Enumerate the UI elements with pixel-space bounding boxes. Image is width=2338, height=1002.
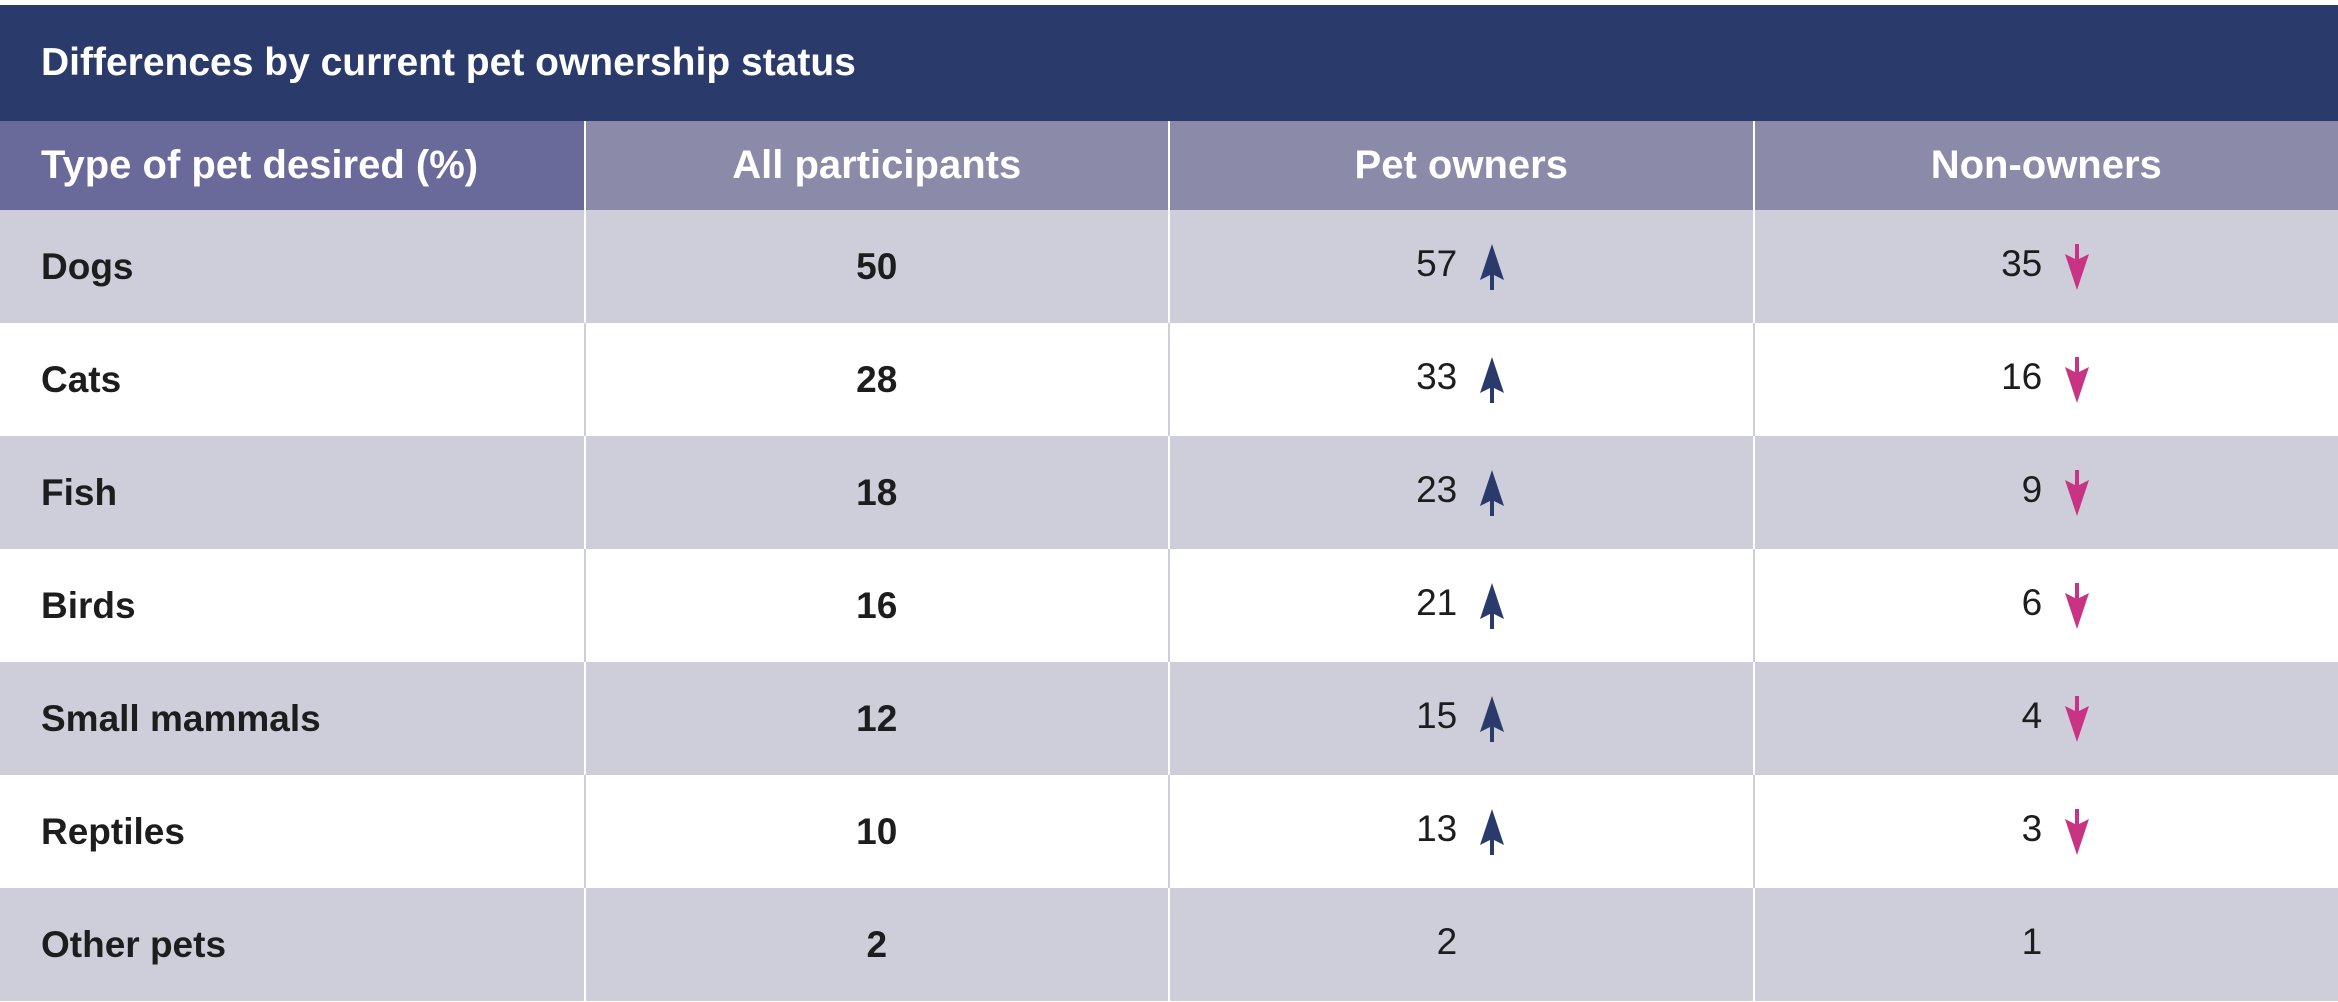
all-participants-cell: 18 xyxy=(584,436,1170,549)
pet-type-cell: Birds xyxy=(0,549,586,662)
arrow-down-icon xyxy=(2060,581,2094,631)
arrow-up-icon xyxy=(1475,807,1509,857)
pet-owners-cell: 57 xyxy=(1169,210,1755,323)
non-owners-cell: 1 xyxy=(1753,888,2338,1001)
pet-owners-cell-value: 15 xyxy=(1416,695,1458,737)
non-owners-cell: 16 xyxy=(1753,323,2338,436)
arrow-up-icon xyxy=(1475,468,1509,518)
pet-owners-cell-value: 33 xyxy=(1416,356,1458,398)
pet-owners-cell-value: 23 xyxy=(1416,469,1458,511)
arrow-down-icon xyxy=(2060,242,2094,292)
arrow-down-icon xyxy=(2060,468,2094,518)
non-owners-cell-value: 16 xyxy=(2001,356,2043,398)
non-owners-cell: 9 xyxy=(1753,436,2338,549)
table-row: Other pets 2 2 1 xyxy=(0,888,2338,1001)
pet-type-cell: Dogs xyxy=(0,210,586,323)
table-row: Dogs 50 57 35 xyxy=(0,210,2338,323)
all-participants-cell: 50 xyxy=(584,210,1170,323)
pet-type-cell: Fish xyxy=(0,436,586,549)
pet-owners-cell-value: 2 xyxy=(1436,921,1458,963)
table-row: Fish 18 23 9 xyxy=(0,436,2338,549)
non-owners-cell-value: 4 xyxy=(2021,695,2043,737)
pet-type-cell: Reptiles xyxy=(0,775,586,888)
pet-owners-cell: 13 xyxy=(1169,775,1755,888)
pet-owners-cell-value: 21 xyxy=(1416,582,1458,624)
pet-type-cell: Small mammals xyxy=(0,662,586,775)
all-participants-cell: 12 xyxy=(584,662,1170,775)
arrow-down-icon xyxy=(2060,355,2094,405)
table-row: Birds 16 21 6 xyxy=(0,549,2338,662)
table-title: Differences by current pet ownership sta… xyxy=(0,5,2338,121)
column-header-owners: Pet owners xyxy=(1169,121,1755,210)
non-owners-cell-value: 35 xyxy=(2001,243,2043,285)
pet-owners-cell: 15 xyxy=(1169,662,1755,775)
pet-owners-cell: 21 xyxy=(1169,549,1755,662)
pet-owners-cell-value: 57 xyxy=(1416,243,1458,285)
pet-owners-cell-value: 13 xyxy=(1416,808,1458,850)
arrow-down-icon xyxy=(2060,694,2094,744)
table-body: Dogs 50 57 35 Cats 28 33 16 Fish 18 23 9 Birds 16 21 6 S… xyxy=(0,210,2338,1001)
pet-owners-cell: 33 xyxy=(1169,323,1755,436)
non-owners-cell: 3 xyxy=(1753,775,2338,888)
pet-owners-cell: 23 xyxy=(1169,436,1755,549)
non-owners-cell: 4 xyxy=(1753,662,2338,775)
non-owners-cell-value: 1 xyxy=(2021,921,2043,963)
column-header-type: Type of pet desired (%) xyxy=(0,121,586,210)
arrow-up-icon xyxy=(1475,694,1509,744)
table-row: Reptiles 10 13 3 xyxy=(0,775,2338,888)
non-owners-cell: 35 xyxy=(1753,210,2338,323)
non-owners-cell: 6 xyxy=(1753,549,2338,662)
pet-owners-cell: 2 xyxy=(1169,888,1755,1001)
all-participants-cell: 2 xyxy=(584,888,1170,1001)
all-participants-cell: 16 xyxy=(584,549,1170,662)
pet-type-cell: Other pets xyxy=(0,888,586,1001)
non-owners-cell-value: 9 xyxy=(2021,469,2043,511)
arrow-up-icon xyxy=(1475,581,1509,631)
all-participants-cell: 28 xyxy=(584,323,1170,436)
table-row: Cats 28 33 16 xyxy=(0,323,2338,436)
non-owners-cell-value: 6 xyxy=(2021,582,2043,624)
column-header-non-owners: Non-owners xyxy=(1753,121,2338,210)
all-participants-cell: 10 xyxy=(584,775,1170,888)
pet-desire-table: Type of pet desired (%) All participants… xyxy=(0,121,2338,1001)
header-row: Type of pet desired (%) All participants… xyxy=(0,121,2338,210)
column-header-all: All participants xyxy=(584,121,1170,210)
arrow-up-icon xyxy=(1475,242,1509,292)
table-row: Small mammals 12 15 4 xyxy=(0,662,2338,775)
arrow-up-icon xyxy=(1475,355,1509,405)
non-owners-cell-value: 3 xyxy=(2021,808,2043,850)
pet-type-cell: Cats xyxy=(0,323,586,436)
arrow-down-icon xyxy=(2060,807,2094,857)
